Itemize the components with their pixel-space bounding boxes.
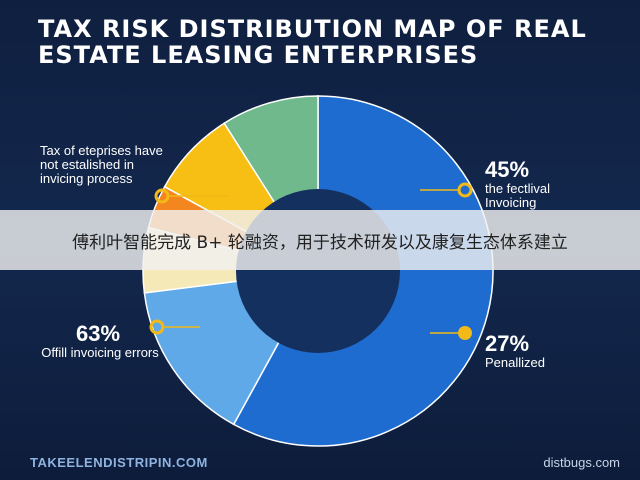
callout-bottom-left-pct: 63% xyxy=(76,321,121,346)
footer-right-url: distbugs.com xyxy=(543,455,620,470)
callout-bottom-right-text: Penallized xyxy=(485,355,545,370)
footer-left-url: TAKEELENDISTRIPIN.COM xyxy=(30,455,208,470)
caption-banner: 傅利叶智能完成 B+ 轮融资，用于技术研发以及康复生态体系建立 xyxy=(0,210,640,270)
callout-bottom-left: 63% Offill invoicing errors xyxy=(40,322,160,360)
chart-title: TAX RISK DISTRIBUTION MAP OF REAL ESTATE… xyxy=(38,15,587,69)
callout-bottom-right: 27% Penallized xyxy=(485,332,545,370)
callout-top-right-pct: 45% xyxy=(485,157,530,182)
callout-bottom-left-text: Offill invoicing errors xyxy=(41,345,159,360)
caption-banner-text: 傅利叶智能完成 B+ 轮融资，用于技术研发以及康复生态体系建立 xyxy=(72,232,568,253)
note-top-left: Tax of eteprises have not estalished in … xyxy=(40,143,163,186)
callout-top-right: 45% the fectlival Invoicing xyxy=(485,158,595,210)
marker-bottom-right xyxy=(458,326,472,340)
callout-bottom-right-pct: 27% xyxy=(485,331,530,356)
callout-top-right-text: the fectlival Invoicing xyxy=(485,181,551,210)
